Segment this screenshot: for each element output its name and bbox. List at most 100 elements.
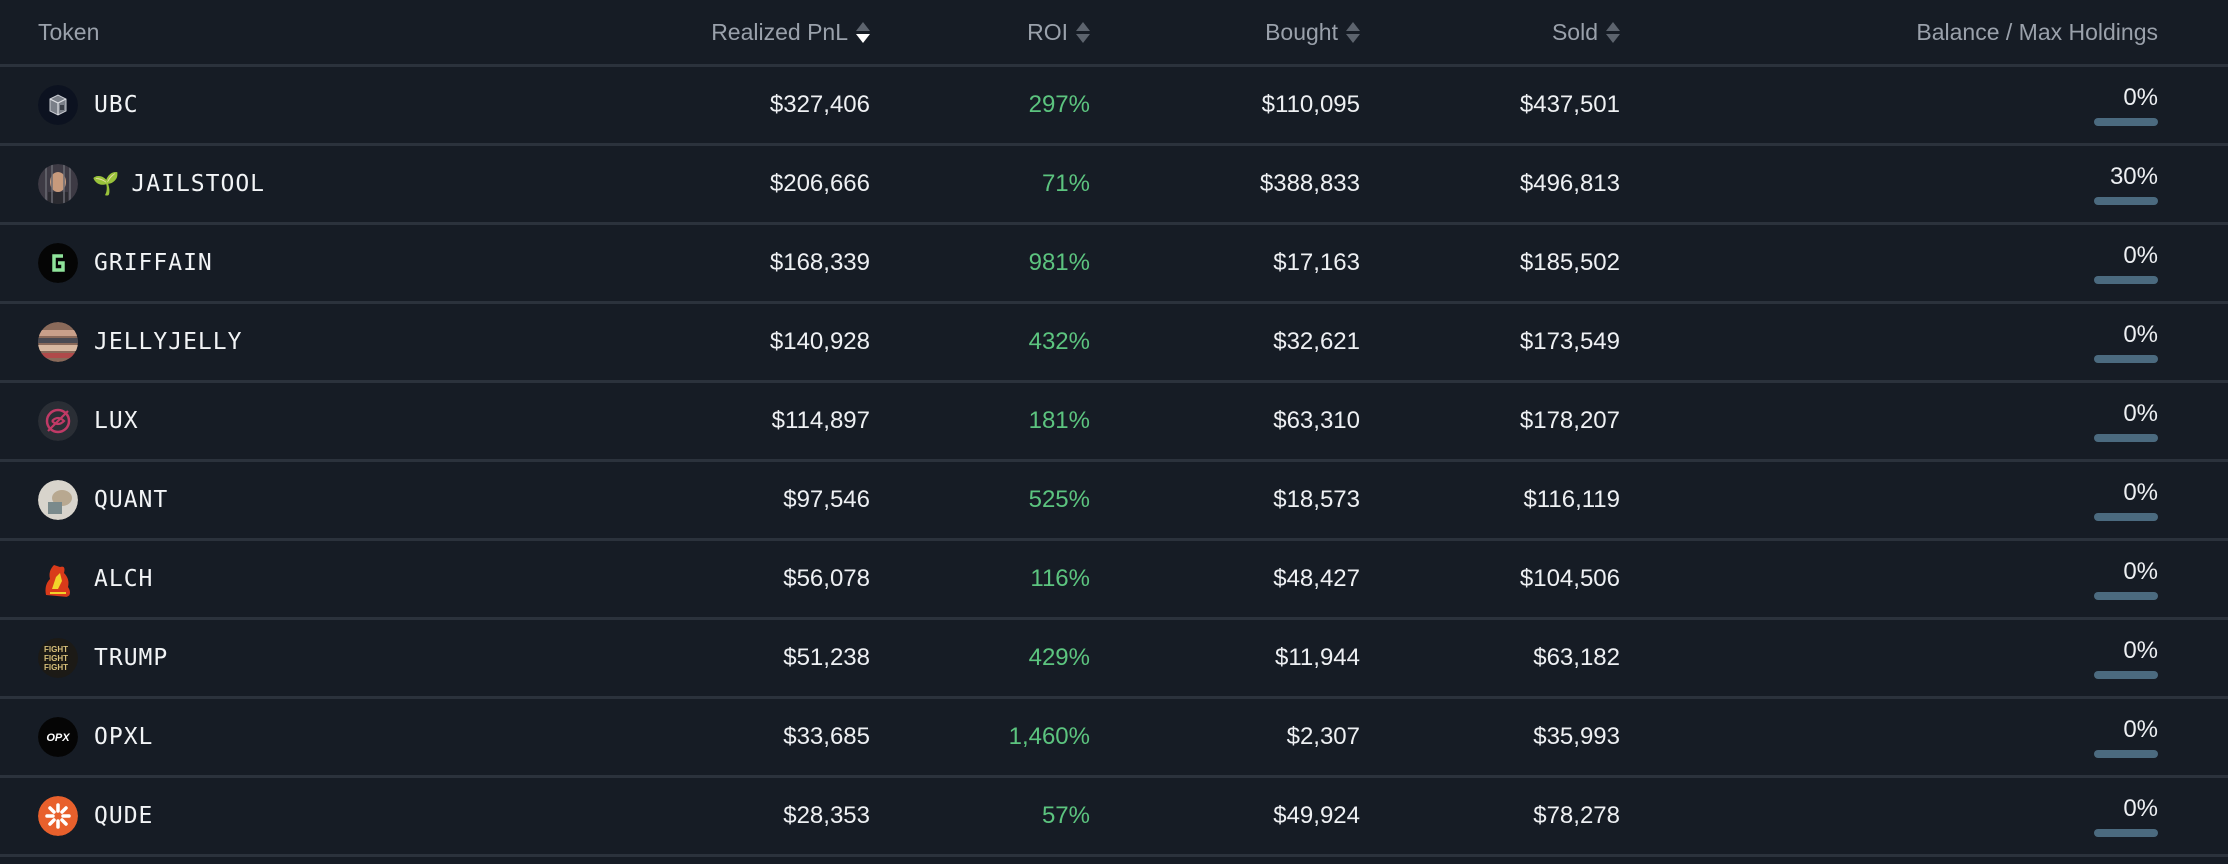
griffain-g-icon <box>38 243 78 283</box>
bought-value: $63,310 <box>1273 407 1360 434</box>
token-ticker[interactable]: UBC <box>94 92 139 118</box>
token-cell[interactable]: GRIFFAIN <box>0 243 560 283</box>
qude-burst-icon <box>38 796 78 836</box>
sold-value: $185,502 <box>1519 249 1620 276</box>
token-cell[interactable]: QUANT <box>0 480 560 520</box>
table-row-lux[interactable]: LUX $114,897 181% $63,310 $178,207 0% <box>0 383 2228 462</box>
column-header-sold[interactable]: Sold <box>1360 19 1620 46</box>
token-cell[interactable]: OPX OPXL <box>0 717 560 757</box>
bought-value: $110,095 <box>1261 91 1360 118</box>
token-cell[interactable]: ALCH <box>0 559 560 599</box>
token-ticker[interactable]: TRUMP <box>94 645 169 671</box>
ubc-cube-icon <box>38 85 78 125</box>
roi-value: 116% <box>1030 565 1090 592</box>
realized-pnl-value: $28,353 <box>783 802 870 829</box>
balance-cell: 0% <box>1620 716 2188 758</box>
sort-arrows-icon[interactable] <box>856 21 870 43</box>
balance-progress-bar <box>2094 197 2158 205</box>
jellyjelly-avatar-icon <box>38 322 78 362</box>
alch-flame-icon <box>38 559 78 599</box>
token-ticker[interactable]: QUDE <box>94 803 154 829</box>
lux-logo-icon <box>38 401 78 441</box>
sold-value: $173,549 <box>1519 328 1620 355</box>
token-ticker[interactable]: JAILSTOOL <box>131 171 266 197</box>
balance-progress-bar <box>2094 513 2158 521</box>
bought-value: $11,944 <box>1275 644 1360 671</box>
roi-value: 181% <box>1028 407 1090 434</box>
sprout-icon: 🌱 <box>92 171 120 196</box>
token-ticker[interactable]: GRIFFAIN <box>94 250 213 276</box>
balance-percent: 0% <box>2123 84 2158 111</box>
balance-progress-bar <box>2094 671 2158 679</box>
balance-cell: 0% <box>1620 637 2188 679</box>
column-label-bought: Bought <box>1265 18 1338 45</box>
table-row-griffain[interactable]: GRIFFAIN $168,339 981% $17,163 $185,502 … <box>0 225 2228 304</box>
token-cell[interactable]: UBC <box>0 85 560 125</box>
column-label-token: Token <box>38 18 100 45</box>
token-cell[interactable]: FIGHT FIGHT FIGHT TRUMP <box>0 638 560 678</box>
realized-pnl-value: $206,666 <box>769 170 870 197</box>
roi-value: 981% <box>1028 249 1090 276</box>
table-row-quant[interactable]: QUANT $97,546 525% $18,573 $116,119 0% <box>0 462 2228 541</box>
bought-value: $388,833 <box>1259 170 1360 197</box>
token-cell[interactable]: QUDE <box>0 796 560 836</box>
realized-pnl-value: $140,928 <box>769 328 870 355</box>
sold-value: $496,813 <box>1519 170 1620 197</box>
table-row-opxl[interactable]: OPX OPXL $33,685 1,460% $2,307 $35,993 0… <box>0 699 2228 778</box>
sold-value: $35,993 <box>1533 723 1620 750</box>
table-row-jailstool[interactable]: 🌱 JAILSTOOL $206,666 71% $388,833 $496,8… <box>0 146 2228 225</box>
token-ticker[interactable]: LUX <box>94 408 139 434</box>
sort-arrows-icon[interactable] <box>1346 21 1360 43</box>
balance-cell: 0% <box>1620 558 2188 600</box>
table-row-alch[interactable]: ALCH $56,078 116% $48,427 $104,506 0% <box>0 541 2228 620</box>
balance-cell: 0% <box>1620 795 2188 837</box>
table-header: Token Realized PnL ROI Bought Sold Balan… <box>0 0 2228 67</box>
token-ticker[interactable]: ALCH <box>94 566 154 592</box>
column-header-token: Token <box>0 19 560 46</box>
roi-value: 432% <box>1028 328 1090 355</box>
table-row-ubc[interactable]: UBC $327,406 297% $110,095 $437,501 0% <box>0 67 2228 146</box>
balance-cell: 0% <box>1620 321 2188 363</box>
bought-value: $2,307 <box>1286 723 1360 750</box>
token-ticker[interactable]: QUANT <box>94 487 169 513</box>
sold-value: $63,182 <box>1533 644 1620 671</box>
table-row-trump[interactable]: FIGHT FIGHT FIGHT TRUMP $51,238 429% $11,9… <box>0 620 2228 699</box>
sold-value: $178,207 <box>1519 407 1620 434</box>
token-ticker[interactable]: OPXL <box>94 724 154 750</box>
token-cell[interactable]: JELLYJELLY <box>0 322 560 362</box>
column-label-balance: Balance / Max Holdings <box>1916 18 2158 45</box>
balance-cell: 30% <box>1620 163 2188 205</box>
table-row-jellyjelly[interactable]: JELLYJELLY $140,928 432% $32,621 $173,54… <box>0 304 2228 383</box>
sold-value: $116,119 <box>1523 486 1620 513</box>
quant-avatar-icon <box>38 480 78 520</box>
balance-cell: 0% <box>1620 242 2188 284</box>
svg-text:OPX: OPX <box>46 732 70 744</box>
sold-value: $78,278 <box>1533 802 1620 829</box>
roi-value: 297% <box>1028 91 1090 118</box>
token-cell[interactable]: LUX <box>0 401 560 441</box>
token-cell[interactable]: 🌱 JAILSTOOL <box>0 164 560 204</box>
balance-percent: 0% <box>2123 795 2158 822</box>
token-ticker[interactable]: JELLYJELLY <box>94 329 243 355</box>
bought-value: $18,573 <box>1273 486 1360 513</box>
roi-value: 429% <box>1028 644 1090 671</box>
balance-percent: 0% <box>2123 242 2158 269</box>
balance-progress-bar <box>2094 355 2158 363</box>
jailstool-avatar-icon <box>38 164 78 204</box>
sort-arrows-icon[interactable] <box>1076 21 1090 43</box>
sort-arrows-icon[interactable] <box>1606 21 1620 43</box>
column-header-realized-pnl[interactable]: Realized PnL <box>560 19 870 46</box>
column-label-roi: ROI <box>1027 18 1068 45</box>
realized-pnl-value: $33,685 <box>783 723 870 750</box>
balance-cell: 0% <box>1620 479 2188 521</box>
column-header-bought[interactable]: Bought <box>1090 19 1360 46</box>
column-label-sold: Sold <box>1551 18 1598 45</box>
balance-percent: 0% <box>2123 321 2158 348</box>
realized-pnl-value: $56,078 <box>783 565 870 592</box>
column-header-roi[interactable]: ROI <box>870 19 1090 46</box>
bought-value: $17,163 <box>1273 249 1360 276</box>
trump-fight-icon: FIGHT FIGHT FIGHT <box>38 638 78 678</box>
balance-progress-bar <box>2094 750 2158 758</box>
table-row-qude[interactable]: QUDE $28,353 57% $49,924 $78,278 0% <box>0 778 2228 857</box>
